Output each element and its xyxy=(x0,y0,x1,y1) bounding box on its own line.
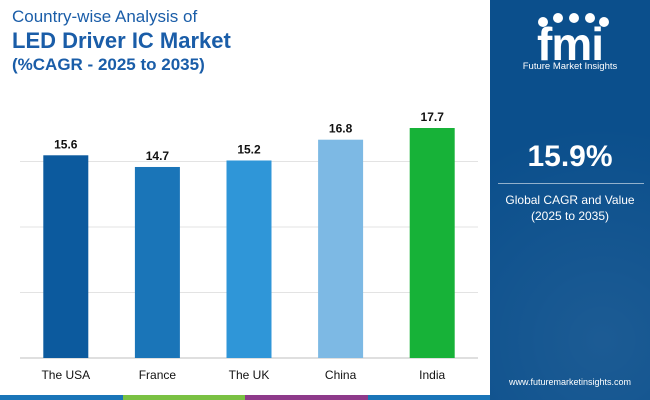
bar-india xyxy=(409,128,455,358)
brand-name: Future Market Insights xyxy=(522,61,618,72)
title-line-1: Country-wise Analysis of xyxy=(12,7,198,26)
strip-segment-2 xyxy=(122,395,245,400)
global-cagr-value: 15.9% xyxy=(527,140,613,173)
strip-segment-1 xyxy=(0,395,123,400)
bar-the-usa xyxy=(43,155,89,358)
bar-china xyxy=(318,139,364,358)
bar-the-uk xyxy=(226,160,272,358)
summary-panel: fmi Future Market Insights 15.9% Global … xyxy=(490,0,650,400)
bar-chart: 15.6 The USA 14.7 France 15.2 The UK 16.8 China… xyxy=(20,110,478,382)
data-label: 15.2 xyxy=(237,142,261,156)
bottom-color-strip xyxy=(0,395,490,400)
cagr-label-line-2: (2025 to 2035) xyxy=(530,209,610,223)
svg-text:fmi: fmi xyxy=(537,18,603,70)
chart-title: Country-wise Analysis of LED Driver IC M… xyxy=(12,6,231,76)
bar-france xyxy=(134,166,180,358)
x-tick-label: France xyxy=(139,368,177,382)
strip-segment-3 xyxy=(245,395,368,400)
cagr-label-line-1: Global CAGR and Value xyxy=(505,193,635,207)
x-tick-label: The USA xyxy=(41,368,90,382)
data-label: 14.7 xyxy=(146,149,170,163)
title-line-3: (%CAGR - 2025 to 2035) xyxy=(12,55,205,74)
divider xyxy=(498,183,644,184)
strip-segment-4 xyxy=(367,395,490,400)
x-tick-label: India xyxy=(419,368,445,382)
data-label: 17.7 xyxy=(421,110,445,124)
global-cagr-label: Global CAGR and Value (2025 to 2035) xyxy=(490,192,650,224)
data-label: 15.6 xyxy=(54,137,78,151)
x-tick-label: China xyxy=(325,368,357,382)
title-line-2: LED Driver IC Market xyxy=(12,28,231,53)
fmi-logo-icon: fmi xyxy=(537,13,609,70)
data-label: 16.8 xyxy=(329,122,353,136)
website-link[interactable]: www.futuremarketinsights.com xyxy=(508,377,632,387)
x-tick-label: The UK xyxy=(229,368,270,382)
